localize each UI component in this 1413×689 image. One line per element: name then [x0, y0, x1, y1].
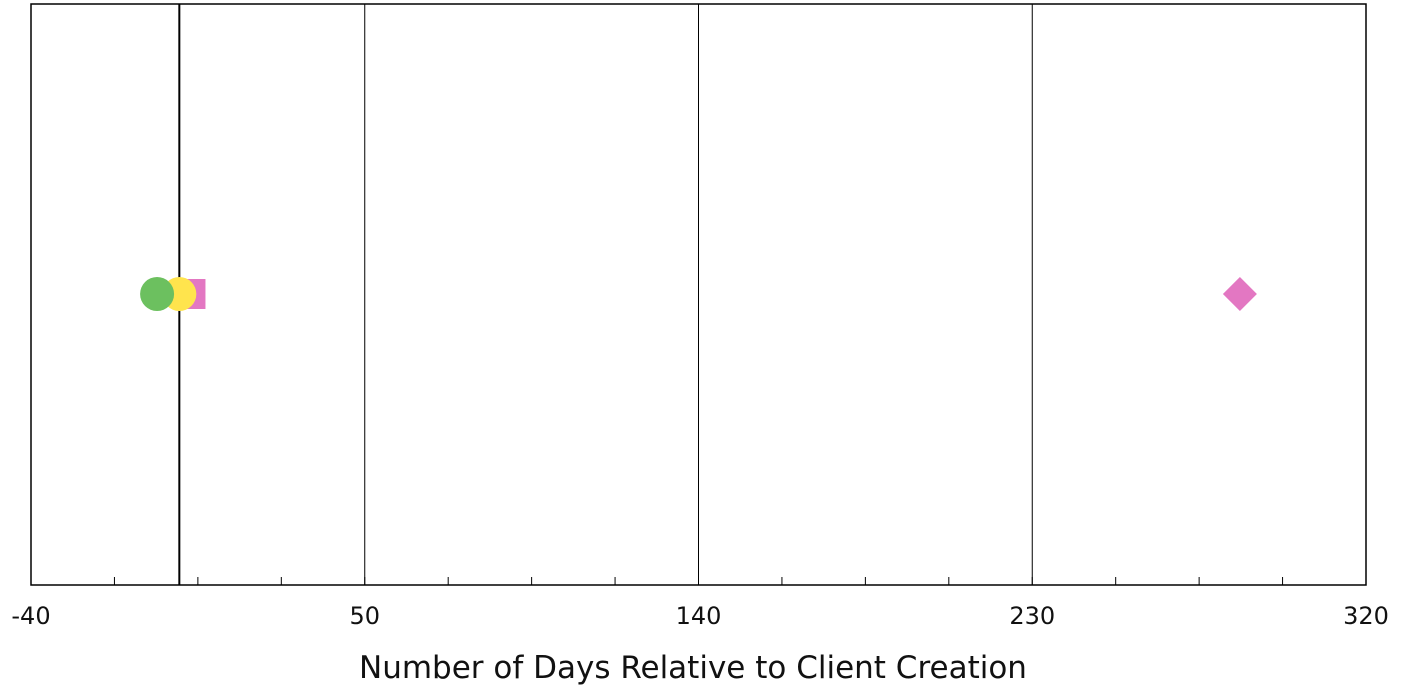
x-tick-labels: -40 50 140 230 320 — [11, 602, 1389, 630]
x-tick-label: 230 — [1009, 602, 1055, 630]
diamond-marker — [1222, 277, 1257, 311]
x-axis-title: Number of Days Relative to Client Creati… — [359, 650, 1027, 686]
plot-frame — [30, 3, 1367, 586]
x-tick-label: 140 — [676, 602, 722, 630]
x-tick-label: 320 — [1343, 602, 1389, 630]
data-points — [140, 277, 1257, 311]
circle-marker — [140, 277, 175, 311]
x-minor-ticks — [113, 577, 1284, 585]
x-tick-label: -40 — [11, 602, 50, 630]
x-gridlines — [364, 4, 1033, 585]
x-tick-label: 50 — [349, 602, 380, 630]
